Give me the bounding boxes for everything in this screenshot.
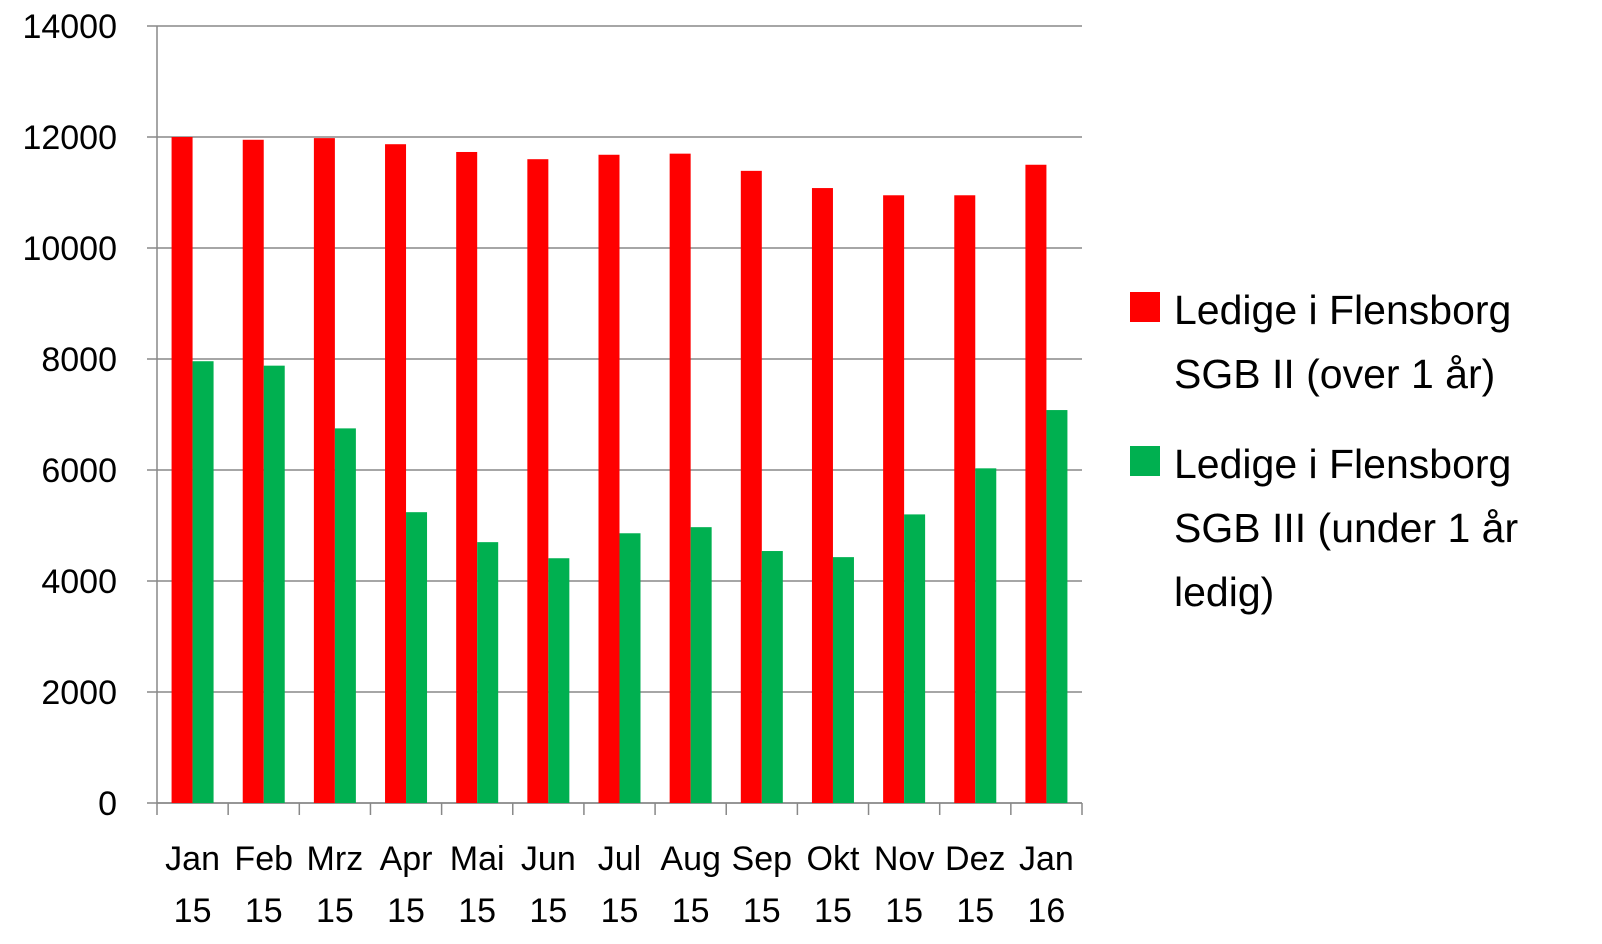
legend-label: Ledige i Flensborg SGB III (under 1 år l… — [1174, 441, 1519, 615]
x-tick-label-line: Jan — [1019, 840, 1074, 878]
x-tick-label-line: 15 — [743, 892, 781, 930]
y-tick-label: 10000 — [22, 230, 117, 268]
bar — [192, 361, 214, 803]
x-tick-label-line: 15 — [316, 892, 354, 930]
x-tick-label-line: 15 — [458, 892, 496, 930]
legend: Ledige i Flensborg SGB II (over 1 år) Led… — [1130, 278, 1570, 650]
legend-swatch — [1130, 292, 1160, 322]
bar — [313, 138, 335, 804]
x-tick-label-line: 15 — [174, 892, 212, 930]
bar — [740, 170, 762, 804]
legend-label: Ledige i Flensborg SGB II (over 1 år) — [1174, 287, 1512, 397]
bar — [1046, 410, 1068, 803]
x-tick-label-line: Jan — [165, 840, 220, 878]
bar — [1025, 164, 1047, 803]
bar — [619, 533, 641, 803]
bar — [832, 557, 854, 803]
x-tick-label-line: 15 — [814, 892, 852, 930]
x-tick-label-line: Aug — [660, 840, 721, 878]
x-tick-label: Feb 15 — [234, 840, 293, 930]
bar — [242, 139, 264, 803]
bar — [477, 542, 499, 803]
x-tick-label-line: 15 — [672, 892, 710, 930]
bar — [263, 365, 285, 803]
legend-item: Ledige i Flensborg SGB III (under 1 år l… — [1130, 432, 1570, 624]
x-tick-label-line: Mai — [450, 840, 505, 878]
bar — [690, 527, 712, 803]
x-tick-label: Apr 15 — [380, 840, 433, 930]
y-tick-label: 8000 — [41, 341, 117, 379]
bar — [334, 428, 356, 803]
bar — [883, 195, 905, 803]
x-tick-label: Jul 15 — [598, 840, 641, 930]
bar — [811, 188, 833, 803]
y-tick-label: 12000 — [22, 119, 117, 157]
x-tick-label: Nov 15 — [874, 840, 934, 930]
bar — [456, 151, 478, 804]
y-tick-label: 6000 — [41, 452, 117, 490]
x-tick-label-line: Jun — [521, 840, 576, 878]
bar — [761, 551, 783, 803]
x-tick-label-line: Mrz — [307, 840, 364, 878]
legend-item: Ledige i Flensborg SGB II (over 1 år) — [1130, 278, 1570, 406]
bar — [669, 153, 691, 803]
x-tick-label-line: 15 — [601, 892, 639, 930]
bar — [598, 154, 620, 803]
y-tick-label: 4000 — [41, 563, 117, 601]
x-tick-label-line: Jul — [598, 840, 641, 878]
x-tick-label-line: Dez — [945, 840, 1005, 878]
x-tick-label: Jan 15 — [165, 840, 220, 930]
x-tick-label: Mrz 15 — [307, 840, 364, 930]
bar — [171, 137, 193, 803]
y-tick-label: 14000 — [22, 8, 117, 46]
x-tick-label-line: 15 — [885, 892, 923, 930]
y-tick-label: 2000 — [41, 674, 117, 712]
bar — [527, 159, 549, 803]
x-tick-label: Jan 16 — [1019, 840, 1074, 930]
x-tick-label: Mai 15 — [450, 840, 505, 930]
x-tick-label-line: Okt — [807, 840, 860, 878]
bar — [406, 512, 428, 803]
x-tick-label: Aug 15 — [660, 840, 721, 930]
x-tick-label: Okt 15 — [807, 840, 860, 930]
x-tick-label-line: Apr — [380, 840, 433, 878]
x-tick-label-line: 15 — [956, 892, 994, 930]
x-tick-label-line: 16 — [1028, 892, 1066, 930]
bar — [548, 558, 570, 803]
x-tick-label-line: 15 — [529, 892, 567, 930]
bar — [954, 195, 976, 803]
x-tick-label: Dez 15 — [945, 840, 1005, 930]
legend-swatch — [1130, 446, 1160, 476]
y-tick-label: 0 — [98, 785, 117, 823]
x-tick-label: Jun 15 — [521, 840, 576, 930]
bar — [904, 514, 926, 803]
x-tick-label: Sep 15 — [732, 840, 793, 930]
x-tick-label-line: Nov — [874, 840, 934, 878]
x-tick-label-line: Sep — [732, 840, 793, 878]
bar — [975, 468, 997, 803]
bar — [385, 144, 407, 804]
x-tick-label-line: Feb — [234, 840, 293, 878]
x-tick-label-line: 15 — [245, 892, 283, 930]
x-tick-label-line: 15 — [387, 892, 425, 930]
